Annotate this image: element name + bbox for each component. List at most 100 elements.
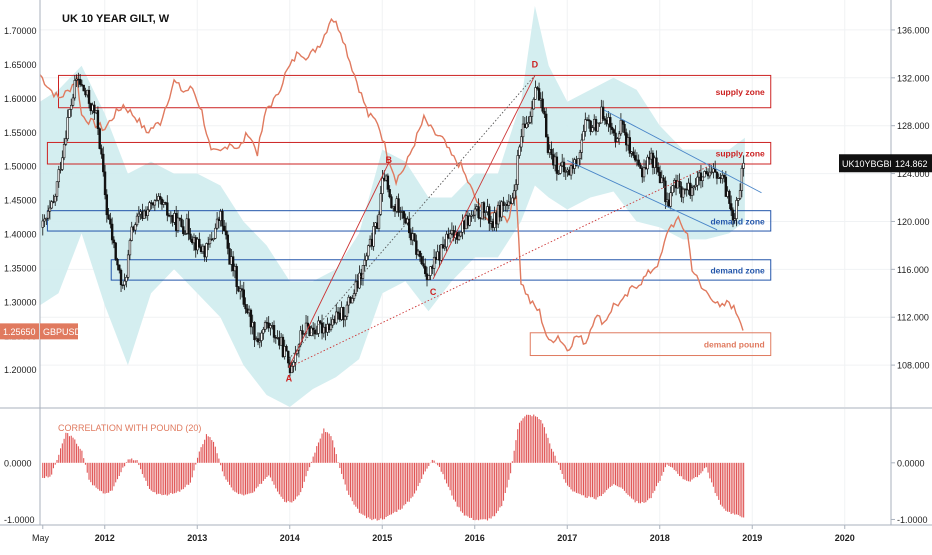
right-tick-label: 116.000 [897, 265, 929, 275]
candle-body [102, 153, 105, 173]
candle-body [537, 88, 541, 101]
candle-body [518, 146, 521, 156]
candle-body [578, 152, 582, 159]
sub-right-tick-label: 0.0000 [897, 458, 925, 468]
candle-body [358, 272, 361, 289]
candle-body [420, 256, 423, 264]
point-label: A [286, 373, 293, 383]
candle-body [342, 307, 345, 321]
x-tick-label: May [32, 533, 50, 543]
right-tick-label: 132.000 [897, 73, 930, 83]
candle-body [287, 350, 290, 364]
candle-body [160, 198, 164, 205]
candle-body [59, 169, 62, 171]
candle-body [109, 218, 112, 225]
candle-body [119, 269, 123, 286]
candle-body [212, 238, 215, 240]
candle-body [377, 214, 381, 229]
candle-body [158, 196, 162, 200]
candle-body [623, 124, 626, 133]
left-tick-label: 1.50000 [4, 162, 37, 172]
candle-body [130, 226, 133, 241]
candle-body [180, 218, 183, 227]
left-tick-label: 1.70000 [4, 26, 37, 36]
candle-body [427, 275, 430, 280]
candle-body [351, 298, 354, 304]
candle-body [735, 200, 738, 219]
candle-body [642, 167, 646, 178]
candle-body [301, 330, 304, 335]
gbpusd-line-layer [40, 17, 744, 352]
candle-body [221, 211, 224, 227]
candle-body [710, 171, 713, 174]
candle-body [116, 258, 119, 266]
candle-body [657, 167, 660, 173]
candle-body [694, 184, 697, 188]
candle-body [336, 311, 340, 314]
candle-body [440, 244, 443, 261]
candle-body [66, 117, 69, 140]
candle-body [514, 184, 518, 192]
candle-body [128, 240, 132, 256]
zone-label: supply zone [716, 87, 765, 97]
candle-body [628, 137, 631, 154]
candle-body [737, 198, 740, 201]
candle-body [472, 214, 475, 217]
gbpusd-name-tag [40, 323, 78, 340]
candle-body [591, 127, 594, 132]
candle-body [290, 366, 294, 374]
point-label: B [385, 155, 392, 165]
candle-body [78, 78, 82, 85]
candle-body [598, 122, 601, 125]
candle-body [557, 173, 560, 175]
candle-body [249, 309, 253, 328]
trendline [604, 109, 762, 194]
candle-body [189, 233, 192, 240]
gbpusd-name-label: GBPUSD [43, 327, 82, 337]
candle-body [616, 138, 619, 142]
candle-body [692, 186, 696, 189]
candle-body [582, 131, 585, 141]
trendline [288, 162, 390, 368]
candle-body [329, 324, 333, 331]
candle-body [335, 311, 338, 324]
candle-body [135, 215, 139, 226]
candle-body [415, 240, 418, 255]
candle-body [742, 162, 745, 169]
candle-body [562, 161, 566, 173]
candle-body [500, 201, 503, 218]
candle-body [715, 171, 719, 179]
candle-body [125, 276, 128, 282]
candle-body [580, 139, 583, 153]
left-tick-label: 1.35000 [4, 263, 37, 273]
candle-body [231, 256, 235, 272]
candle-body [50, 201, 53, 209]
candle-body [731, 209, 735, 221]
candle-body [729, 203, 733, 211]
candle-body [126, 254, 130, 278]
candle-body [214, 227, 217, 239]
candle-body [96, 110, 100, 129]
candle-body [459, 231, 463, 237]
candle-body [432, 256, 436, 269]
candle-body [569, 165, 573, 176]
candle-body [703, 171, 706, 178]
trendline [288, 75, 536, 360]
candle-body [559, 165, 562, 174]
candle-body [511, 197, 514, 204]
candle-body [269, 325, 272, 329]
candle-body [705, 171, 708, 174]
candle-body [521, 123, 525, 138]
candle-body [137, 213, 141, 217]
candle-body [183, 233, 187, 235]
candle-body [448, 233, 452, 239]
candle-body [603, 118, 607, 121]
candle-body [589, 120, 592, 132]
candle-body [46, 210, 50, 219]
candle-body [240, 288, 244, 291]
candle-body [110, 223, 114, 241]
left-tick-label: 1.55000 [4, 128, 37, 138]
candle-body [632, 151, 635, 156]
candle-body [397, 198, 400, 213]
candle-body [235, 266, 238, 287]
